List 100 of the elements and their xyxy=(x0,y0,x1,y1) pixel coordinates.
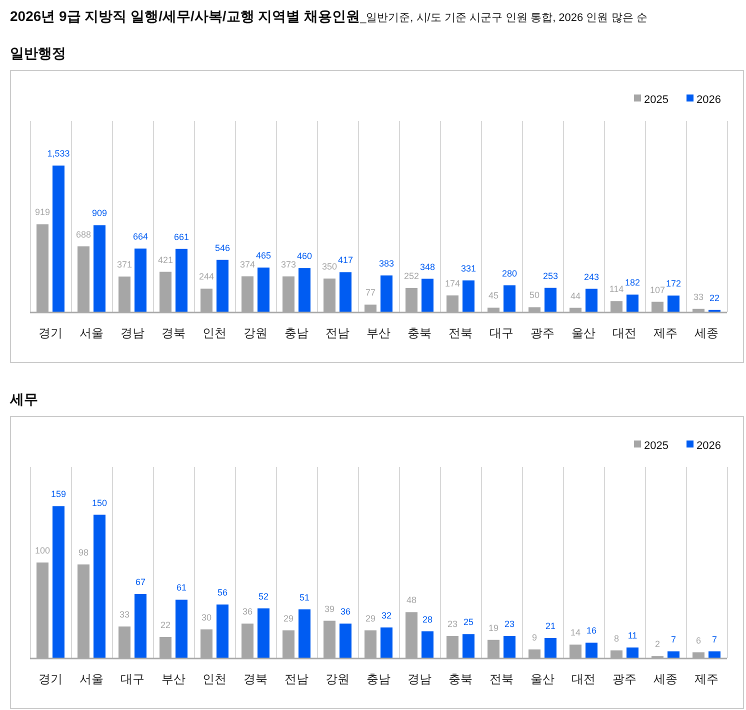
x-tick-label: 충북 xyxy=(408,326,432,340)
data-label: 244 xyxy=(198,272,214,282)
bar xyxy=(258,268,270,312)
data-label: 243 xyxy=(584,272,600,282)
data-label: 159 xyxy=(50,489,66,500)
bar xyxy=(544,288,556,312)
x-tick-label: 인천 xyxy=(202,672,226,686)
data-label: 460 xyxy=(296,251,312,262)
data-label: 182 xyxy=(624,278,640,288)
data-label: 36 xyxy=(340,606,351,617)
data-label: 371 xyxy=(116,260,132,270)
data-label: 29 xyxy=(365,613,376,624)
data-label: 688 xyxy=(76,229,92,240)
x-tick-label: 경기 xyxy=(38,326,62,340)
data-label: 16 xyxy=(586,626,597,636)
x-tick-label: 세종 xyxy=(654,672,678,686)
data-label: 45 xyxy=(488,290,499,301)
x-tick-label: 대전 xyxy=(572,672,596,686)
data-label: 29 xyxy=(283,613,294,624)
x-tick-label: 경기 xyxy=(38,672,62,686)
bar xyxy=(176,600,188,658)
x-tick-label: 광주 xyxy=(530,326,554,340)
data-label: 22 xyxy=(160,620,171,630)
data-label: 56 xyxy=(217,588,228,598)
bar xyxy=(586,288,598,312)
x-tick-label: 전북 xyxy=(448,326,472,340)
bar xyxy=(668,296,680,312)
data-label: 107 xyxy=(650,284,666,295)
data-label: 174 xyxy=(444,278,460,288)
data-label: 348 xyxy=(420,262,436,272)
data-label: 67 xyxy=(135,577,146,588)
x-tick-label: 경북 xyxy=(244,672,268,686)
bar xyxy=(544,638,556,658)
x-tick-label: 전북 xyxy=(490,672,514,686)
x-tick-label: 제주 xyxy=(694,672,718,686)
data-label: 9 xyxy=(532,632,538,642)
chart-title: 세무 xyxy=(9,391,38,407)
bar xyxy=(216,260,228,312)
x-tick-label: 대전 xyxy=(612,326,636,340)
data-label: 6 xyxy=(696,635,702,646)
bar xyxy=(380,275,392,312)
data-label: 421 xyxy=(158,254,174,265)
x-tick-label: 충남 xyxy=(366,672,390,686)
data-label: 32 xyxy=(381,610,392,620)
data-label: 11 xyxy=(628,630,638,640)
bar xyxy=(340,272,352,312)
data-label: 465 xyxy=(256,250,272,261)
x-tick-label: 전남 xyxy=(284,672,308,686)
data-label: 546 xyxy=(214,242,230,253)
x-tick-label: 부산 xyxy=(162,672,186,686)
data-label: 252 xyxy=(404,270,420,281)
bar xyxy=(298,268,310,312)
legend-label: 2025 xyxy=(644,440,669,452)
bar xyxy=(176,248,188,312)
data-label: 23 xyxy=(447,619,458,630)
bar xyxy=(134,248,146,312)
bar xyxy=(380,627,392,658)
legend-label: 2025 xyxy=(644,94,669,106)
data-label: 2 xyxy=(654,639,660,650)
data-label: 909 xyxy=(92,208,108,218)
x-tick-label: 대구 xyxy=(490,326,514,340)
data-label: 331 xyxy=(460,263,476,274)
bar xyxy=(422,278,434,312)
x-tick-label: 경남 xyxy=(408,672,432,686)
x-tick-label: 경남 xyxy=(120,326,144,340)
data-label: 25 xyxy=(463,617,474,628)
data-label: 19 xyxy=(488,622,499,633)
data-label: 280 xyxy=(502,268,518,278)
data-label: 48 xyxy=(406,595,417,606)
x-tick-label: 서울 xyxy=(80,326,104,340)
bar xyxy=(462,280,474,312)
x-tick-label: 서울 xyxy=(80,672,104,686)
data-label: 23 xyxy=(504,619,515,630)
x-tick-label: 대구 xyxy=(120,672,144,686)
data-label: 98 xyxy=(78,547,89,558)
legend-label: 2026 xyxy=(696,440,721,452)
bar xyxy=(422,631,434,658)
chart-subtitle: 일반행정 xyxy=(10,45,66,61)
data-label: 33 xyxy=(693,292,704,302)
bar xyxy=(626,647,638,658)
data-label: 350 xyxy=(322,262,338,272)
bar xyxy=(94,514,106,658)
bar xyxy=(668,651,680,658)
data-label: 661 xyxy=(174,232,190,242)
bar xyxy=(258,608,270,658)
data-label: 374 xyxy=(240,259,256,270)
bar xyxy=(340,624,352,658)
bar xyxy=(94,225,106,312)
bar xyxy=(52,166,64,312)
x-tick-label: 세종 xyxy=(694,326,718,340)
data-label: 22 xyxy=(709,292,720,303)
data-label: 919 xyxy=(34,207,50,218)
x-tick-label: 인천 xyxy=(202,326,226,340)
data-label: 373 xyxy=(280,259,296,270)
bar xyxy=(52,506,64,658)
x-tick-label: 강원 xyxy=(326,672,350,686)
data-label: 7 xyxy=(712,634,718,644)
bar xyxy=(504,636,516,658)
x-tick-label: 경북 xyxy=(162,326,186,340)
x-tick-label: 충북 xyxy=(448,672,472,686)
